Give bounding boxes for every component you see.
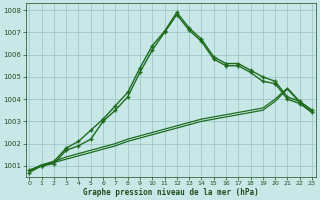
X-axis label: Graphe pression niveau de la mer (hPa): Graphe pression niveau de la mer (hPa) bbox=[83, 188, 259, 197]
